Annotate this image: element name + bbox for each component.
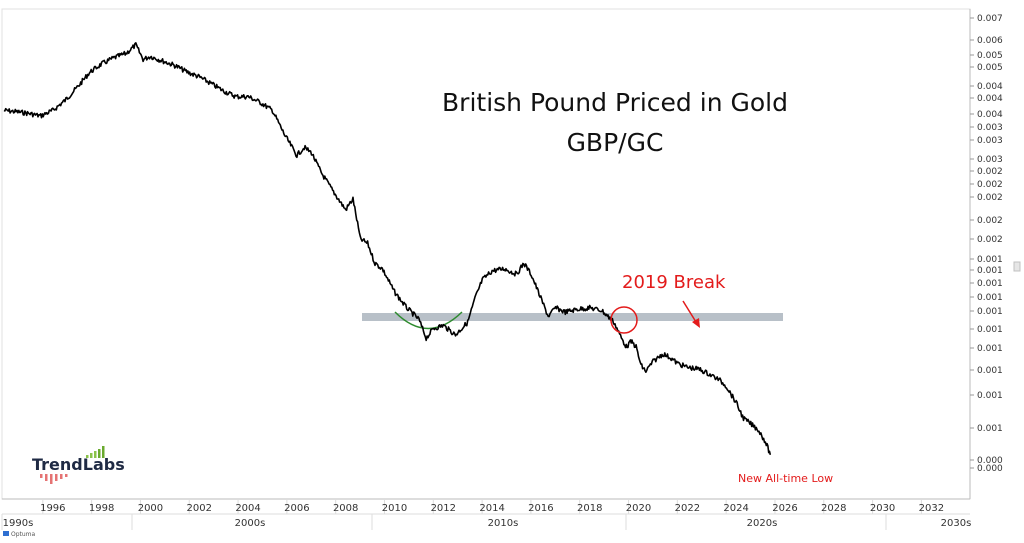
bottom-arc — [394, 311, 463, 330]
y-tick-label: 0.001 — [977, 279, 1003, 289]
x-tick-label: 2010 — [382, 503, 407, 514]
footer-brand: Optuma — [11, 531, 36, 538]
x-tick-label: 2030 — [870, 503, 895, 514]
x-tick-label: 2024 — [723, 503, 748, 514]
x-tick-label: 2012 — [431, 503, 456, 514]
series-line — [3, 41, 772, 455]
brand-name: TrendLabs — [32, 455, 125, 474]
x-tick-label: 2018 — [577, 503, 602, 514]
scroll-handle[interactable] — [1013, 261, 1021, 272]
era-axis: 1990s 2000s 2010s 2020s 2030s — [1, 514, 972, 530]
era-label: 2020s — [747, 518, 778, 529]
y-tick-label: 0.005 — [977, 51, 1003, 61]
y-tick-label: 0.001 — [977, 255, 1003, 265]
logo-bar — [98, 449, 101, 458]
plot-frame — [1, 8, 971, 500]
logo-bar — [94, 451, 97, 458]
y-tick-label: 0.004 — [977, 110, 1003, 120]
series-layer — [3, 41, 772, 455]
x-tick-label: 2028 — [821, 503, 846, 514]
y-tick-label: 0.001 — [977, 391, 1003, 401]
y-tick-label: 0.007 — [977, 14, 1003, 24]
y-tick-label: 0.001 — [977, 424, 1003, 434]
x-tick-label: 2022 — [675, 503, 700, 514]
optuma-logo-icon — [3, 531, 9, 536]
break-arrowhead-icon — [692, 318, 700, 328]
break-arrow — [682, 300, 697, 323]
logo-bar — [65, 474, 68, 477]
logo-bars-icon — [40, 446, 105, 484]
x-tick-label: 2000 — [138, 503, 163, 514]
logo-bar — [102, 446, 105, 458]
x-tick-label: 1998 — [89, 503, 114, 514]
y-tick-label: 0.003 — [977, 123, 1003, 133]
y-tick-label: 0.001 — [977, 344, 1003, 354]
y-tick-label: 0.000 — [977, 464, 1003, 474]
era-label: 2030s — [941, 518, 972, 529]
x-tick-label: 2002 — [187, 503, 212, 514]
y-tick-label: 0.001 — [977, 366, 1003, 376]
brand-logo: TrendLabs — [32, 446, 125, 484]
era-label: 2000s — [235, 518, 266, 529]
x-tick-label: 2004 — [235, 503, 260, 514]
x-tick-label: 2026 — [772, 503, 797, 514]
logo-bar — [55, 474, 58, 481]
y-tick-label: 0.001 — [977, 266, 1003, 276]
x-axis-ticks: 1996 1998 2000 2002 2004 2006 2008 2010 2012 2014… — [40, 500, 944, 514]
break-annotation: 2019 Break — [622, 272, 726, 293]
x-tick-label: 1996 — [40, 503, 65, 514]
x-tick-label: 2014 — [479, 503, 504, 514]
y-tick-label: 0.002 — [977, 216, 1003, 226]
y-tick-label: 0.002 — [977, 193, 1003, 203]
era-label: 1990s — [3, 518, 34, 529]
y-tick-label: 0.004 — [977, 82, 1003, 92]
y-tick-label: 0.004 — [977, 94, 1003, 104]
y-tick-label: 0.005 — [977, 63, 1003, 73]
y-tick-label: 0.000 — [977, 456, 1003, 466]
y-tick-label: 0.002 — [977, 180, 1003, 190]
chart-title: British Pound Priced in Gold — [442, 88, 788, 117]
x-tick-label: 2016 — [528, 503, 553, 514]
logo-bar — [86, 455, 89, 458]
y-tick-label: 0.003 — [977, 155, 1003, 165]
logo-bar — [60, 474, 63, 479]
logo-bar — [50, 474, 53, 484]
y-tick-label: 0.001 — [977, 293, 1003, 303]
chart-subtitle: GBP/GC — [567, 128, 664, 157]
x-tick-label: 2020 — [626, 503, 651, 514]
y-tick-label: 0.001 — [977, 307, 1003, 317]
y-tick-label: 0.006 — [977, 36, 1003, 46]
y-tick-label: 0.002 — [977, 167, 1003, 177]
y-tick-label: 0.002 — [977, 235, 1003, 245]
y-axis-ticks: 0.007 0.006 0.005 0.005 0.004 0.004 0.004 0.003… — [970, 14, 1003, 474]
logo-bar — [90, 453, 93, 458]
x-tick-label: 2008 — [333, 503, 358, 514]
x-tick-label: 2006 — [284, 503, 309, 514]
y-tick-label: 0.003 — [977, 136, 1003, 146]
y-tick-label: 0.001 — [977, 325, 1003, 335]
low-annotation: New All-time Low — [738, 472, 833, 485]
break-circle — [610, 306, 638, 334]
era-label: 2010s — [488, 518, 519, 529]
logo-bar — [40, 474, 43, 478]
x-tick-label: 2032 — [919, 503, 944, 514]
logo-bar — [45, 474, 48, 481]
